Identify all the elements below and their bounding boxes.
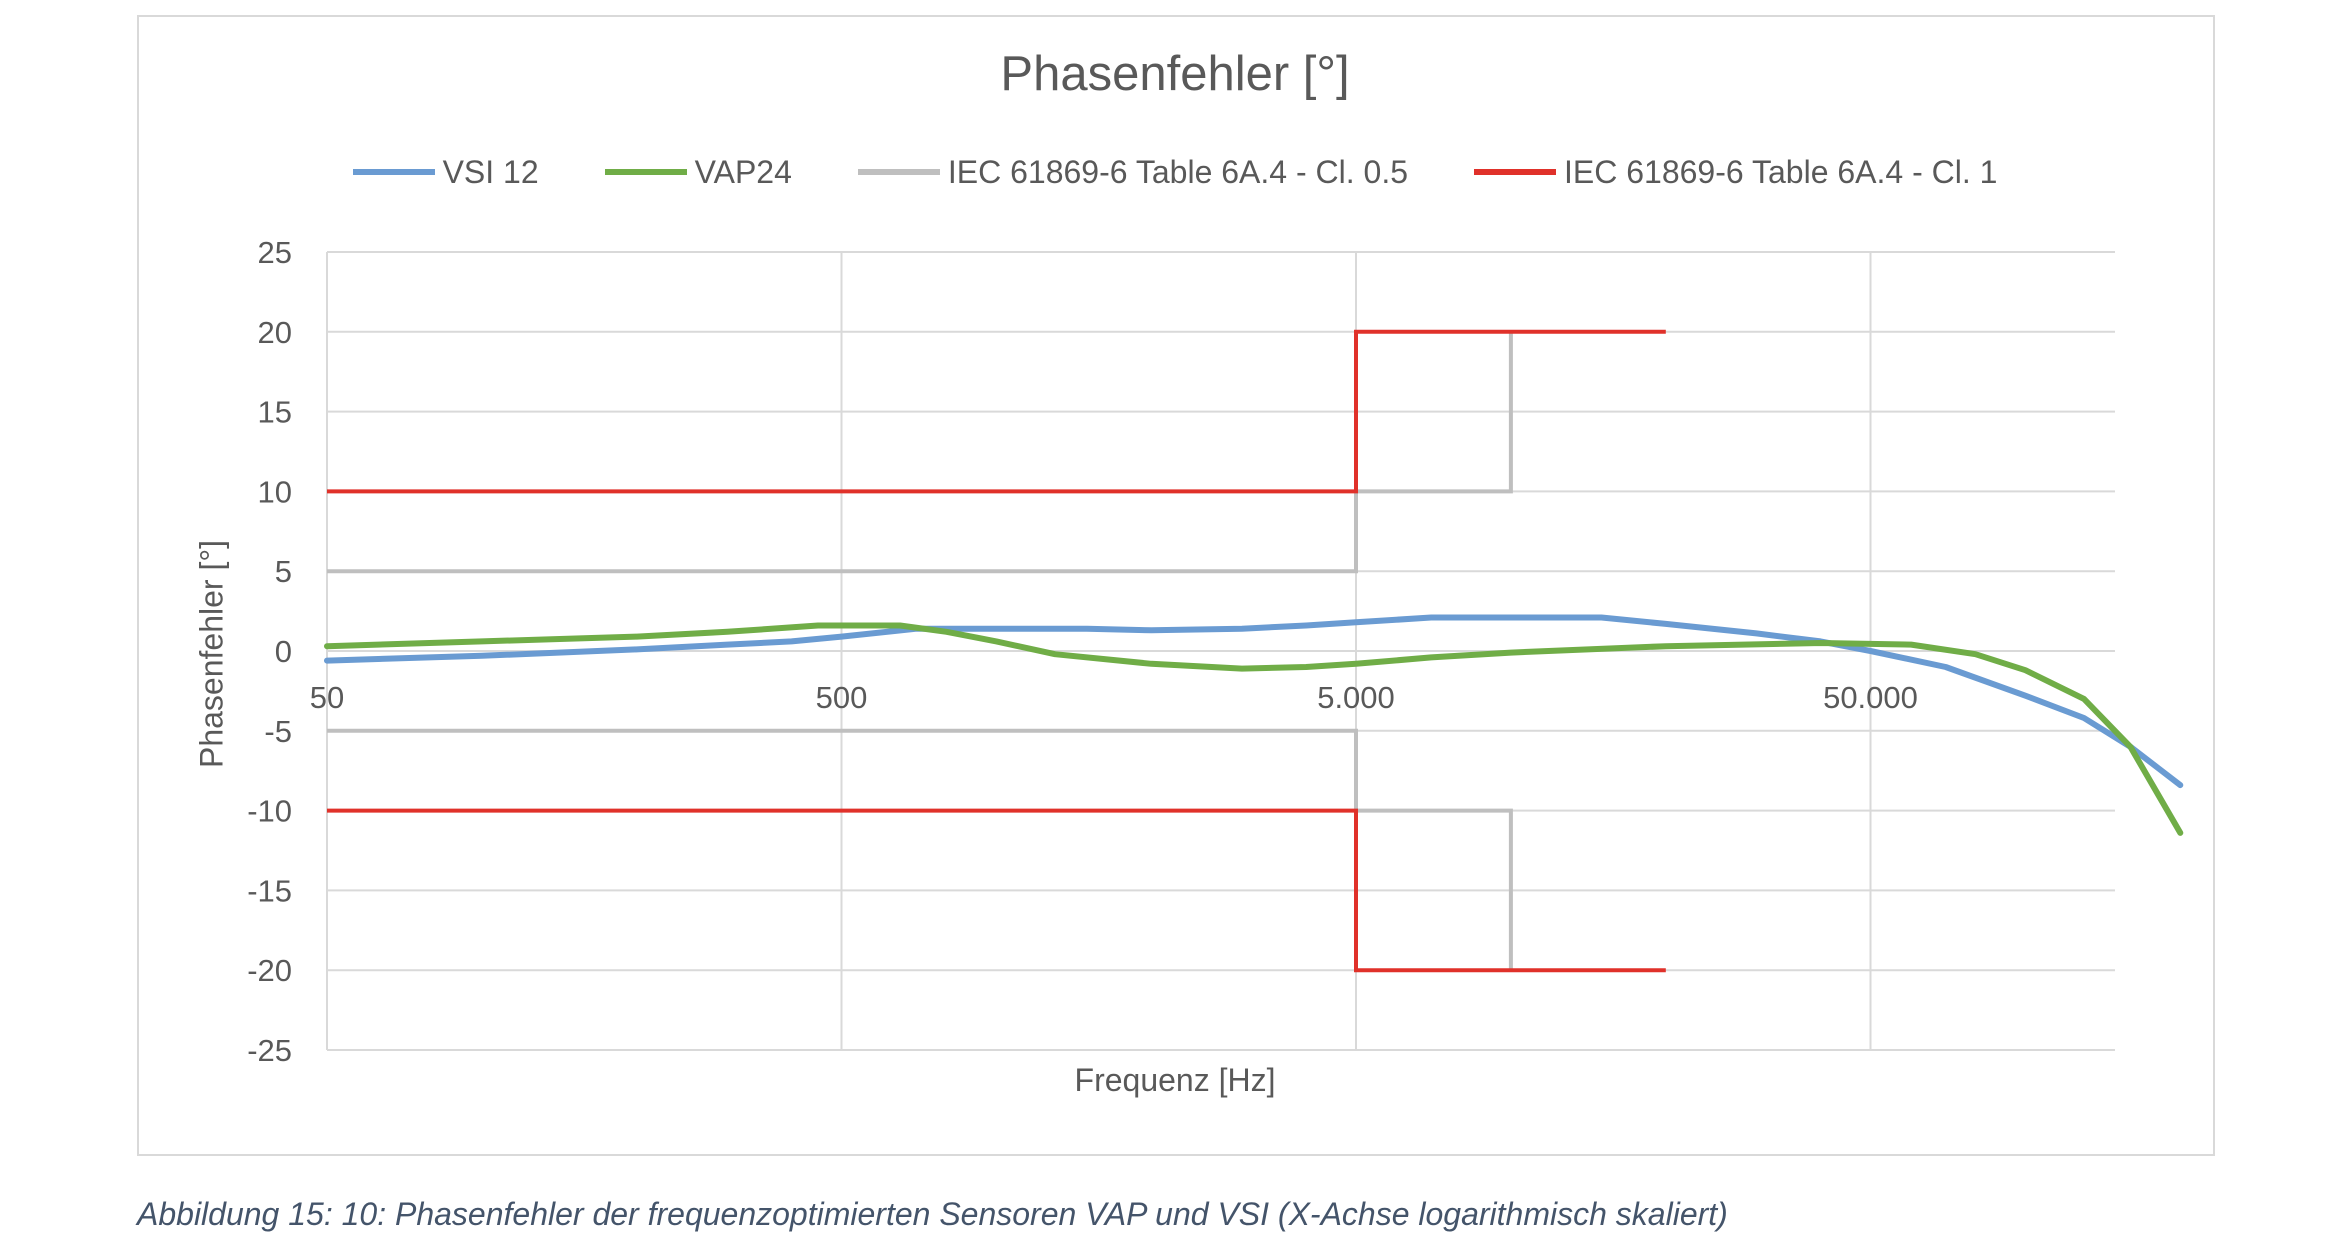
- y-axis-label: Phasenfehler [°]: [193, 539, 230, 769]
- chart-frame: [137, 15, 2215, 1156]
- legend-swatch-iec-cl1: [1474, 169, 1556, 175]
- x-tick-label: 50.000: [1823, 680, 1918, 715]
- limit-line-iec-cl05-lower: [327, 728, 1513, 971]
- legend-label-vap24: VAP24: [694, 153, 792, 190]
- legend-item-iec-cl1: IEC 61869-6 Table 6A.4 - Cl. 1: [1474, 154, 1997, 191]
- legend-swatch-vap24: [604, 169, 687, 175]
- legend: VSI 12 VAP24 IEC 61869-6 Table 6A.4 - Cl…: [0, 150, 2350, 194]
- horizontal-gridlines: [327, 251, 2115, 1051]
- legend-swatch-vsi12: [352, 169, 435, 175]
- legend-item-iec-cl05: IEC 61869-6 Table 6A.4 - Cl. 0.5: [857, 153, 1408, 191]
- series-line-vap24: [324, 622, 2184, 836]
- limit-line-iec-cl05-upper: [327, 331, 1513, 574]
- y-tick-label: -10: [247, 794, 292, 829]
- figure-caption: Abbildung 15: 10: Phasenfehler der frequ…: [137, 1196, 1728, 1232]
- series-line-vsi12: [324, 614, 2184, 789]
- legend-label-iec-cl05: IEC 61869-6 Table 6A.4 - Cl. 0.5: [947, 153, 1408, 190]
- legend-item-vap24: VAP24: [604, 153, 792, 191]
- x-axis-label: Frequenz [Hz]: [1074, 1062, 1276, 1098]
- y-tick-label: 25: [258, 235, 292, 270]
- y-tick-label: -25: [247, 1033, 292, 1068]
- data-curves: [324, 614, 2184, 836]
- limit-line-iec-cl1-upper: [327, 329, 1666, 494]
- y-tick-label: 10: [258, 474, 292, 509]
- legend-label-vsi12: VSI 12: [442, 153, 539, 190]
- y-tick-label: 5: [275, 554, 292, 589]
- x-tick-labels: 50 500 5.000 50.000: [310, 680, 1918, 715]
- y-tick-label: -5: [264, 714, 292, 749]
- x-tick-label: 500: [816, 680, 868, 715]
- legend-label-iec-cl1: IEC 61869-6 Table 6A.4 - Cl. 1: [1564, 153, 1998, 190]
- x-tick-label: 50: [310, 680, 344, 715]
- legend-item-vsi12: VSI 12: [352, 153, 539, 191]
- y-tick-label: -15: [247, 873, 292, 908]
- chart-title: Phasenfehler [°]: [1000, 47, 1350, 101]
- limit-lines: [327, 329, 1666, 973]
- legend-swatch-iec-cl05: [857, 169, 940, 175]
- limit-line-iec-cl1-lower: [327, 808, 1666, 973]
- y-tick-label: -20: [247, 953, 292, 988]
- y-tick-label: 15: [258, 395, 292, 430]
- x-tick-label: 5.000: [1317, 680, 1395, 715]
- y-tick-label: 0: [275, 634, 292, 669]
- y-tick-label: 20: [258, 315, 292, 350]
- y-tick-labels: 25 20 15 10 5 0 -5 -10 -15 -20 -25: [247, 235, 292, 1068]
